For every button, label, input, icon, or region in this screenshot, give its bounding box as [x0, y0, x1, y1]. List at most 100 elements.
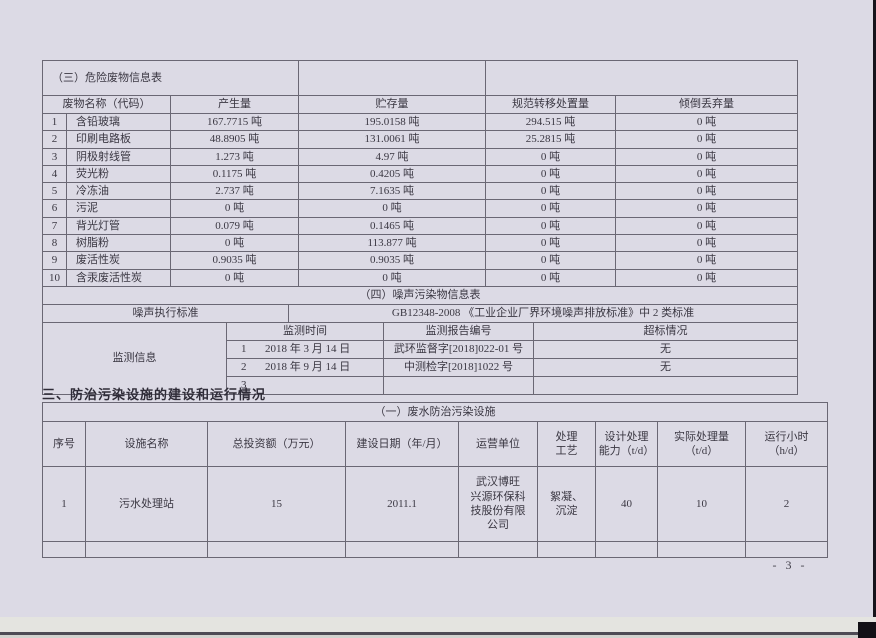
waste-value: 0 吨: [615, 199, 799, 218]
waste-name: 印刷电路板: [66, 130, 171, 149]
waste-value: 195.0158 吨: [298, 112, 487, 132]
facility-investment: 15: [207, 466, 346, 542]
facility-table-title: （一）废水防治污染设施: [42, 402, 828, 422]
col-header-run-hours: 运行小时 （h/d）: [745, 421, 828, 467]
monitor-report-no: 武环监督字[2018]022-01 号: [383, 339, 534, 359]
scan-edge-bottom-under: [0, 635, 876, 638]
col-header-dumped: 倾倒丢弃量: [615, 95, 799, 114]
waste-value: 0 吨: [485, 199, 617, 218]
empty-cell: [485, 60, 799, 96]
col-header-report-no: 监测报告编号: [383, 321, 534, 341]
noise-standard-label: 噪声执行标准: [42, 303, 289, 323]
empty-cell: [657, 541, 746, 558]
noise-table: （四）噪声污染物信息表 噪声执行标准 GB12348-2008 《工业企业厂界环…: [41, 285, 799, 395]
hazardous-waste-table: （三）危险废物信息表 废物名称（代码） 产生量 贮存量 规范转移处置量 倾倒丢弃…: [41, 60, 799, 287]
waste-value: 0 吨: [485, 182, 617, 201]
monitor-row-number: 1: [241, 343, 247, 356]
empty-cell: [85, 541, 208, 558]
empty-cell: [298, 60, 487, 96]
waste-value: 0 吨: [485, 164, 617, 184]
monitor-exceed-status: [532, 375, 799, 395]
hazwaste-header-row: 废物名称（代码） 产生量 贮存量 规范转移处置量 倾倒丢弃量: [42, 95, 799, 114]
row-number: 7: [42, 216, 67, 236]
noise-standard-value: GB12348-2008 《工业企业厂界环境噪声排放标准》中 2 类标准: [287, 303, 799, 323]
waste-value: 2.737 吨: [169, 182, 300, 201]
waste-name: 含铅玻璃: [66, 112, 171, 132]
facility-actual-volume: 10: [657, 466, 746, 542]
waste-name: 阴极射线管: [66, 147, 171, 166]
waste-value: 0.9035 吨: [298, 251, 487, 270]
waste-value: 0 吨: [169, 268, 300, 287]
waste-value: 167.7715 吨: [169, 112, 300, 132]
waste-value: 0 吨: [298, 268, 487, 287]
waste-value: 0 吨: [615, 216, 799, 236]
monitor-date: 2018 年 3 月 14 日: [265, 343, 351, 356]
empty-cell: [595, 541, 658, 558]
col-header-actual-volume: 实际处理量 （t/d）: [657, 421, 746, 467]
col-header-operator: 运营单位: [458, 421, 538, 467]
noise-table-title: （四）噪声污染物信息表: [41, 285, 799, 305]
waste-value: 0.1175 吨: [169, 164, 300, 184]
page-number: - 3 -: [772, 558, 808, 572]
facility-build-date: 2011.1: [345, 466, 459, 542]
empty-cell: [458, 541, 538, 558]
facility-name: 污水处理站: [85, 466, 208, 542]
empty-cell: [345, 541, 459, 558]
col-header-build-date: 建设日期（年/月）: [345, 421, 459, 467]
monitor-time-content: 1 2018 年 3 月 14 日: [229, 342, 381, 356]
col-header-facility-name: 设施名称: [85, 421, 208, 467]
waste-value: 0 吨: [169, 234, 300, 253]
monitor-info-label: 监测信息: [42, 321, 227, 395]
col-header-exceed: 超标情况: [532, 321, 799, 341]
col-header-waste-name: 废物名称（代码）: [42, 95, 171, 114]
waste-name: 树脂粉: [66, 234, 171, 253]
waste-value: 0.4205 吨: [298, 164, 487, 184]
scan-edge-bottom-line: [0, 632, 876, 635]
noise-title-row: （四）噪声污染物信息表: [41, 285, 799, 305]
noise-standard-row: 噪声执行标准 GB12348-2008 《工业企业厂界环境噪声排放标准》中 2 …: [42, 303, 799, 323]
scan-edge-bottom: [0, 617, 876, 632]
waste-value: 0.1465 吨: [298, 216, 487, 236]
monitor-report-no: 中测检字[2018]1022 号: [383, 357, 534, 377]
monitor-time-content: 2 2018 年 9 月 14 日: [229, 360, 381, 374]
section-3-title: 三、防治污染设施的建设和运行情况: [42, 387, 267, 402]
monitor-date: 2018 年 9 月 14 日: [265, 361, 351, 374]
hazardous-waste-and-noise-tables: （三）危险废物信息表 废物名称（代码） 产生量 贮存量 规范转移处置量 倾倒丢弃…: [41, 60, 799, 395]
facility-process: 絮凝、 沉淀: [537, 466, 596, 542]
col-header-monitor-time: 监测时间: [226, 321, 384, 341]
facility-operator: 武汉博旺 兴源环保科 技股份有限 公司: [458, 466, 538, 542]
facility-run-hours: 2: [745, 466, 828, 542]
row-number: 6: [42, 199, 67, 218]
waste-value: 131.0061 吨: [298, 130, 487, 149]
waste-value: 0 吨: [615, 234, 799, 253]
row-number: 5: [42, 182, 67, 201]
col-header-generated: 产生量: [169, 95, 300, 114]
waste-value: 0.9035 吨: [169, 251, 300, 270]
row-number: 1: [42, 112, 67, 132]
scan-corner-bottom-right: [858, 622, 876, 638]
waste-value: 0 吨: [485, 216, 617, 236]
row-number: 4: [42, 164, 67, 184]
col-header-process: 处理 工艺: [537, 421, 596, 467]
monitor-row: 3: [43, 375, 799, 395]
row-number: 2: [42, 130, 67, 149]
row-number: 10: [42, 268, 67, 287]
facility-header-row: 序号 设施名称 总投资额（万元） 建设日期（年/月） 运营单位 处理 工艺 设计…: [42, 421, 828, 467]
monitor-time-content: 3: [229, 378, 381, 392]
waste-value: 0 吨: [615, 251, 799, 270]
noise-header-row: 监测信息 监测时间 监测报告编号 超标情况: [42, 321, 799, 395]
waste-value: 0 吨: [615, 112, 799, 132]
monitor-row-number: 2: [241, 361, 247, 374]
monitor-exceed-status: 无: [532, 339, 799, 359]
monitor-time-cell: 1 2018 年 3 月 14 日: [226, 339, 384, 359]
scan-edge-right: [873, 0, 876, 638]
waste-value: 113.877 吨: [298, 234, 487, 253]
col-header-investment: 总投资额（万元）: [207, 421, 346, 467]
facility-seq: 1: [42, 466, 86, 542]
waste-value: 1.273 吨: [169, 147, 300, 166]
